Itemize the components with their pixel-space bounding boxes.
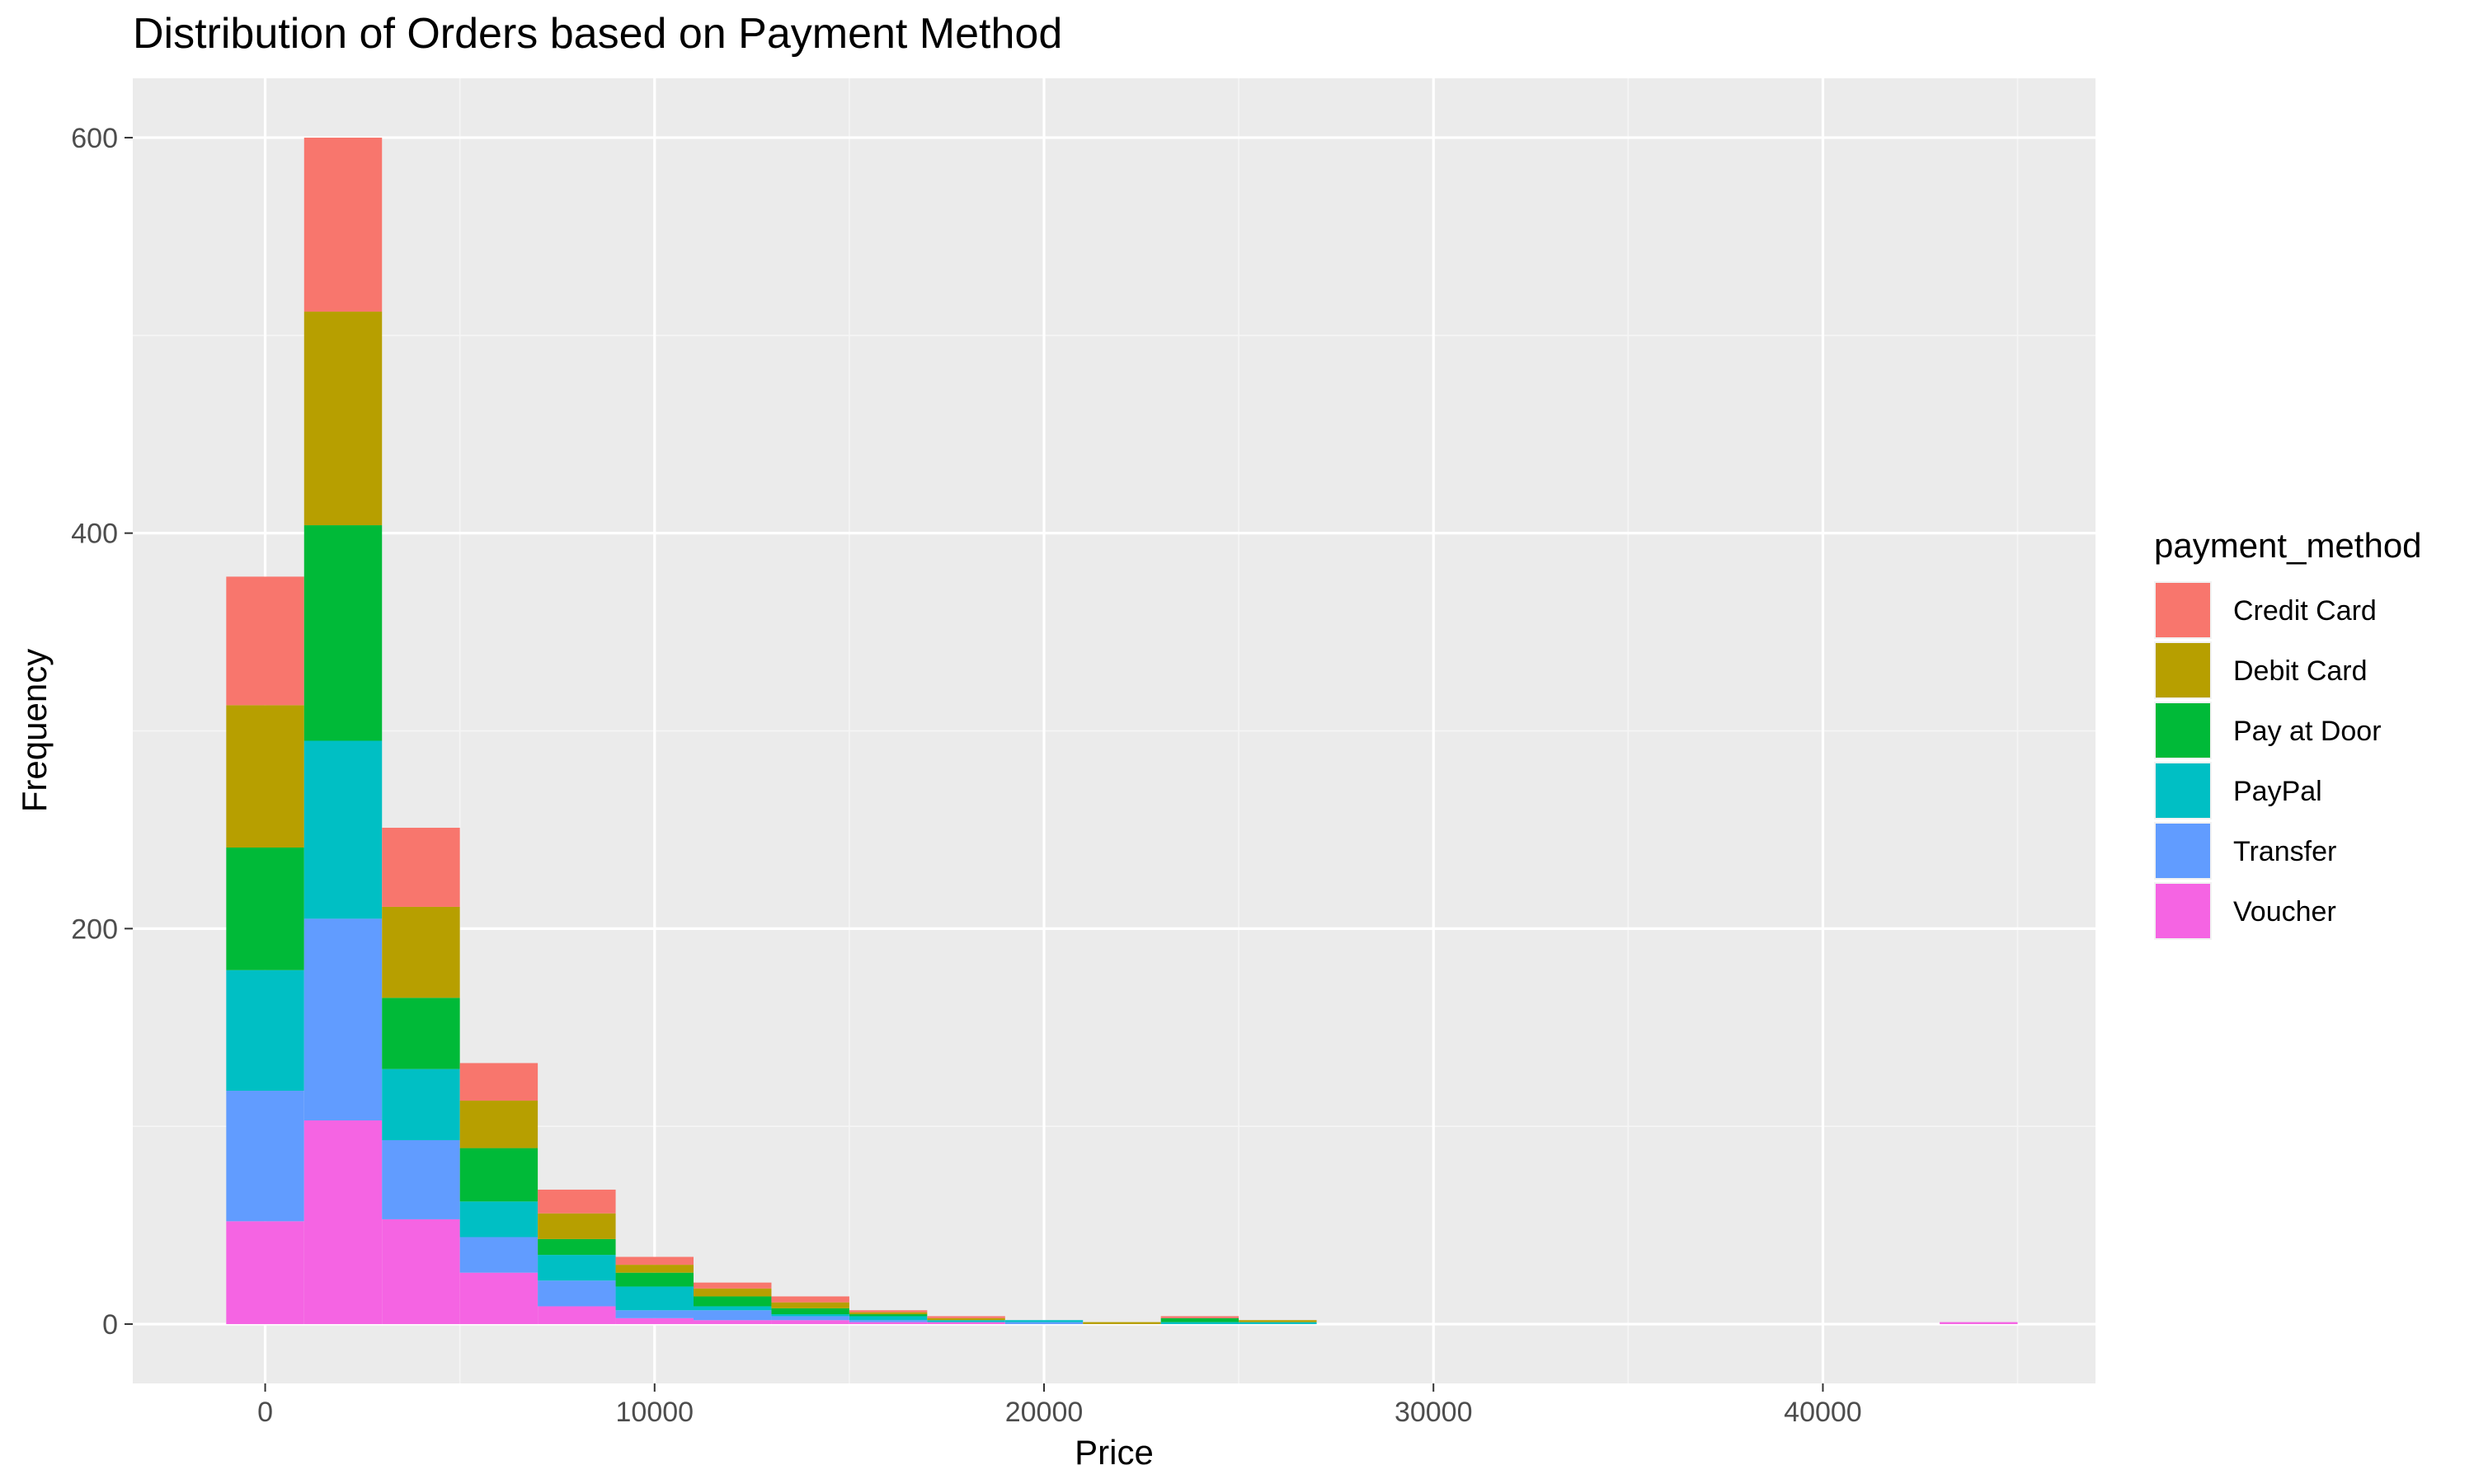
bar-segment-credit-card <box>849 1310 928 1313</box>
x-tick-label: 40000 <box>1784 1397 1862 1428</box>
legend-swatch-voucher <box>2156 884 2210 938</box>
legend: payment_method Credit Card Debit Card Pay … <box>2154 526 2422 940</box>
legend-label-voucher: Voucher <box>2233 896 2336 928</box>
legend-swatch-debit-card <box>2156 643 2210 697</box>
bar-segment-credit-card <box>459 1063 539 1101</box>
bar-segment-pay-at-door <box>1160 1317 1239 1322</box>
bar-segment-paypal <box>1160 1322 1239 1325</box>
bar-segment-paypal <box>1239 1322 1317 1325</box>
bar-segment-paypal <box>382 1068 460 1140</box>
bar-segment-debit-card <box>226 705 304 848</box>
bar-segment-debit-card <box>1083 1322 1161 1325</box>
bar-segment-credit-card <box>1160 1316 1239 1318</box>
bar-segment-voucher <box>226 1221 304 1325</box>
bar-segment-voucher <box>694 1320 772 1325</box>
legend-swatch-transfer <box>2156 824 2210 878</box>
bar-segment-credit-card <box>927 1316 1005 1318</box>
legend-swatch-pay-at-door <box>2156 703 2210 758</box>
bar-segment-debit-card <box>459 1101 539 1148</box>
bar-segment-debit-card <box>927 1317 1005 1321</box>
bar-segment-pay-at-door <box>459 1148 539 1202</box>
bar-segment-voucher <box>382 1219 460 1325</box>
legend-label-paypal: PayPal <box>2233 776 2322 807</box>
bar-segment-voucher <box>771 1320 849 1325</box>
bar-segment-paypal <box>849 1316 928 1321</box>
bar-segment-paypal <box>1004 1320 1084 1322</box>
bar-segment-debit-card <box>849 1312 928 1315</box>
bar-segment-transfer <box>303 918 383 1121</box>
bar-segment-credit-card <box>771 1296 849 1303</box>
bar-segment-voucher <box>538 1306 616 1325</box>
y-tick-label: 400 <box>71 519 118 550</box>
legend-swatch-paypal <box>2156 763 2210 818</box>
bar-segment-transfer <box>694 1310 772 1321</box>
bar-segment-pay-at-door <box>849 1314 928 1317</box>
stacked-bars <box>226 137 2018 1325</box>
bar-segment-credit-card <box>382 828 460 907</box>
bar-segment-debit-card <box>1239 1320 1317 1322</box>
bar-segment-transfer <box>538 1280 616 1307</box>
bar-segment-transfer <box>226 1091 304 1222</box>
x-tick-label: 10000 <box>616 1397 694 1428</box>
bar-segment-paypal <box>226 970 304 1092</box>
y-tick-label: 600 <box>71 123 118 154</box>
x-axis-title: Price <box>1075 1433 1154 1472</box>
x-tick-label: 0 <box>257 1397 273 1428</box>
bar-segment-pay-at-door <box>303 525 383 741</box>
legend-label-pay-at-door: Pay at Door <box>2233 716 2382 747</box>
bar-segment-transfer <box>382 1139 460 1219</box>
bar-segment-credit-card <box>615 1256 694 1266</box>
bar-segment-debit-card <box>771 1302 849 1308</box>
y-tick-label: 0 <box>102 1309 118 1341</box>
bar-segment-debit-card <box>382 906 460 998</box>
y-axis-title: Frequency <box>15 649 54 812</box>
bar-segment-pay-at-door <box>694 1296 772 1307</box>
bar-segment-voucher <box>1940 1322 2018 1325</box>
bar-segment-debit-card <box>694 1288 772 1297</box>
chart-title: Distribution of Orders based on Payment … <box>133 10 1062 58</box>
bar-segment-transfer <box>771 1316 849 1321</box>
bar-segment-transfer <box>849 1320 928 1322</box>
bar-segment-paypal <box>771 1314 849 1317</box>
bar-segment-transfer <box>1004 1322 1084 1325</box>
legend-swatch-credit-card <box>2156 583 2210 637</box>
legend-label-debit-card: Debit Card <box>2233 655 2368 687</box>
bar-segment-debit-card <box>615 1265 694 1273</box>
bar-segment-voucher <box>615 1317 694 1325</box>
bar-segment-paypal <box>303 740 383 919</box>
bar-segment-transfer <box>459 1237 539 1273</box>
legend-label-credit-card: Credit Card <box>2233 595 2377 627</box>
y-tick-label: 200 <box>71 913 118 945</box>
bar-segment-paypal <box>927 1320 1005 1322</box>
bar-segment-credit-card <box>694 1282 772 1289</box>
bar-segment-voucher <box>849 1322 928 1325</box>
bar-segment-credit-card <box>303 137 383 312</box>
bar-segment-pay-at-door <box>538 1238 616 1256</box>
bar-segment-voucher <box>459 1272 539 1325</box>
y-axis-ticks: 0 200 400 600 <box>71 123 133 1341</box>
legend-items: Credit Card Debit Card Pay at Door PayPal Tr… <box>2154 581 2382 940</box>
bar-segment-debit-card <box>538 1213 616 1239</box>
bar-segment-paypal <box>459 1201 539 1237</box>
bar-segment-pay-at-door <box>226 848 304 970</box>
x-axis-ticks: 0 10000 20000 30000 40000 <box>257 1383 1862 1428</box>
bar-segment-paypal <box>694 1306 772 1311</box>
bar-segment-credit-card <box>538 1189 616 1214</box>
bar-segment-debit-card <box>303 312 383 526</box>
bar-segment-pay-at-door <box>771 1308 849 1315</box>
x-tick-label: 20000 <box>1005 1397 1084 1428</box>
legend-title: payment_method <box>2154 526 2422 565</box>
bar-segment-credit-card <box>226 576 304 706</box>
bar-segment-transfer <box>615 1310 694 1318</box>
bar-segment-pay-at-door <box>382 998 460 1069</box>
bar-segment-paypal <box>538 1255 616 1281</box>
bar-segment-paypal <box>615 1286 694 1311</box>
bar-segment-pay-at-door <box>615 1272 694 1287</box>
legend-label-transfer: Transfer <box>2233 836 2336 867</box>
bar-segment-voucher <box>303 1120 383 1325</box>
x-tick-label: 30000 <box>1395 1397 1473 1428</box>
bar-segment-voucher <box>927 1322 1005 1325</box>
